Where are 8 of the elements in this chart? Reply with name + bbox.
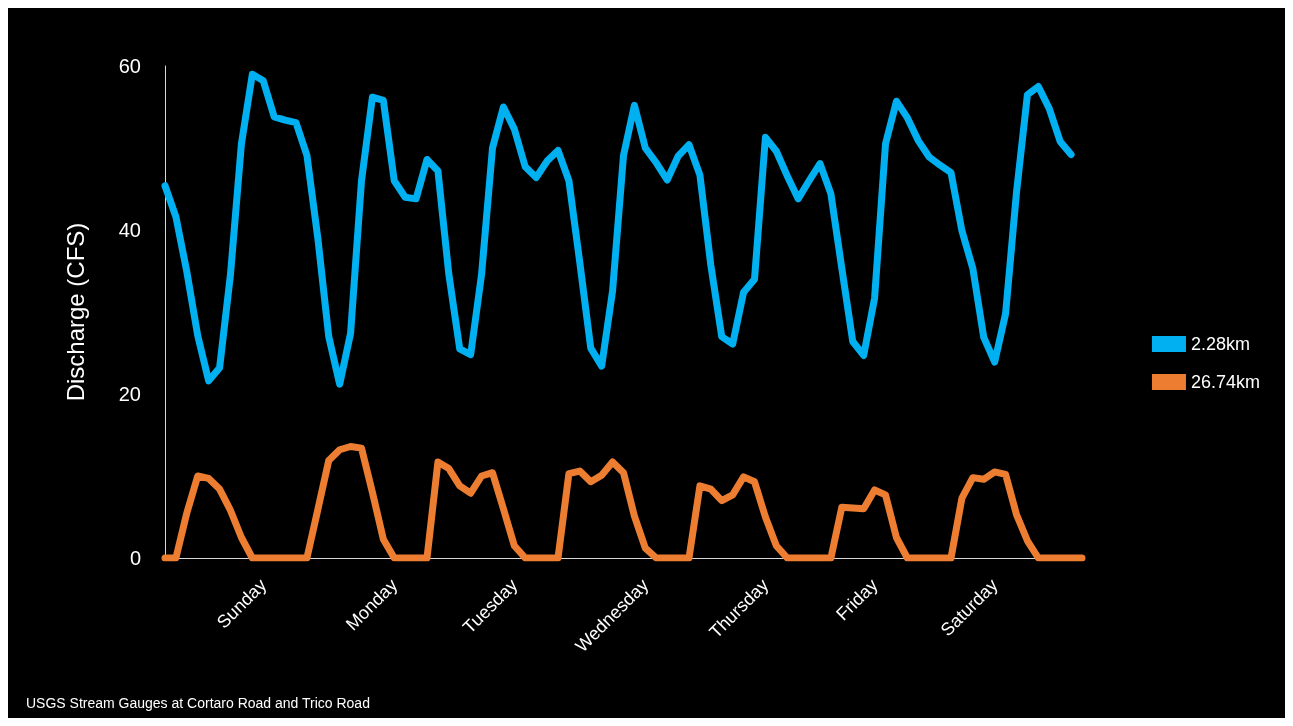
y-axis-title: Discharge (CFS) <box>61 222 89 402</box>
text: USGS Stream Gauges at Cortaro Road and Trico Road <box>26 695 370 711</box>
y-tick-label: 20 <box>118 383 141 405</box>
legend-label: 2.28km <box>1190 334 1250 354</box>
y-tick-label: 0 <box>129 547 141 569</box>
y-tick-label: 40 <box>118 219 141 241</box>
legend-label: 26.74km <box>1190 372 1261 392</box>
y-tick-label: 60 <box>118 55 141 77</box>
